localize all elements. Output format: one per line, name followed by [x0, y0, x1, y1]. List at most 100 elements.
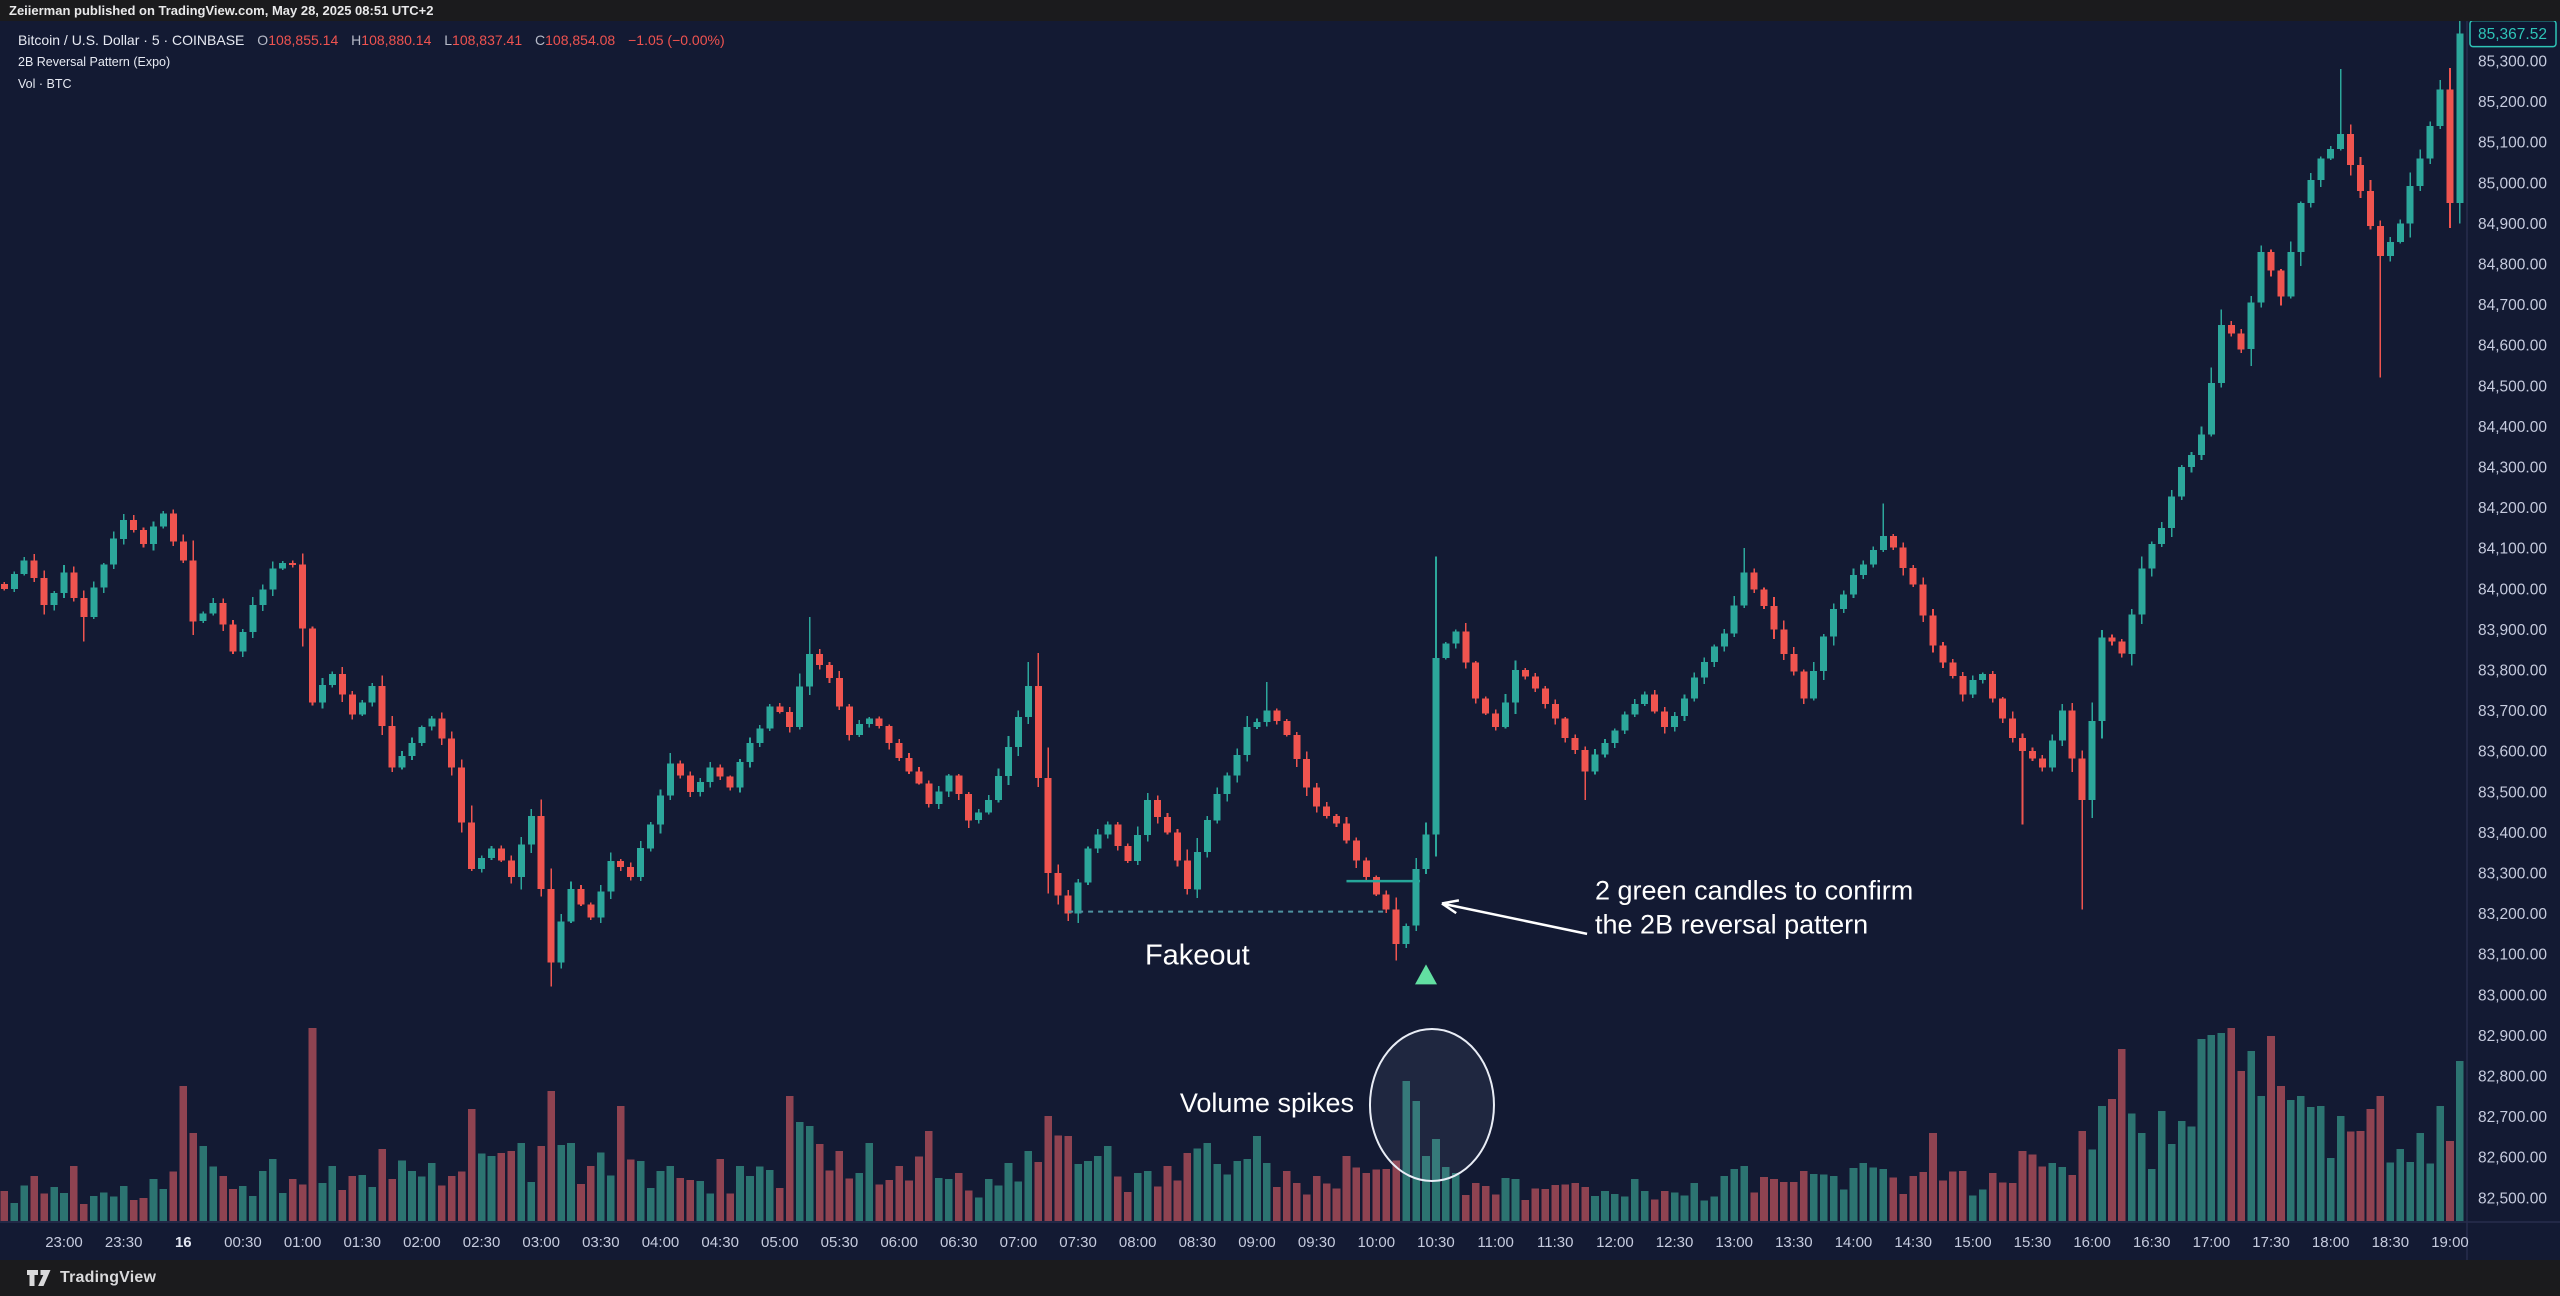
time-tick-label: 23:30	[105, 1234, 143, 1251]
buy-triangle-marker	[1415, 964, 1438, 985]
price-tick-label: 83,200.00	[2478, 906, 2547, 923]
up-candles	[10, 33, 2464, 963]
price-scale[interactable]: 85,300.00 85,200.00 85,100.00 85,000.00 84,9…	[2469, 21, 2557, 1207]
price-tick-label: 83,500.00	[2478, 784, 2547, 801]
volume-study-title: Vol · BTC	[18, 77, 72, 91]
time-tick-label: 14:30	[1894, 1234, 1932, 1251]
price-tick-label: 83,800.00	[2478, 663, 2547, 680]
price-tick-label: 84,400.00	[2478, 419, 2547, 436]
time-tick-label: 01:30	[343, 1234, 381, 1251]
candles-layer	[0, 21, 2464, 987]
price-tick-label: 83,300.00	[2478, 866, 2547, 883]
publish-header: Zeiierman published on TradingView.com, …	[0, 0, 2560, 21]
price-tick-label: 84,800.00	[2478, 257, 2547, 274]
time-tick-label: 07:00	[1000, 1234, 1038, 1251]
footer-bar: TradingView	[0, 1260, 2560, 1296]
chart-background	[0, 21, 2560, 1260]
time-scale[interactable]: 23:00 23:30 16 00:30 01:00 01:30 02:00 02:30 03:…	[45, 1234, 2469, 1251]
time-tick-label: 18:00	[2312, 1234, 2350, 1251]
fakeout-label: Fakeout	[1145, 939, 1250, 971]
price-tick-label: 84,600.00	[2478, 338, 2547, 355]
price-tick-label: 83,100.00	[2478, 947, 2547, 964]
chart-pane[interactable]: 85,300.00 85,200.00 85,100.00 85,000.00 84,9…	[0, 21, 2560, 1260]
high-value: 108,880.14	[361, 32, 432, 48]
price-tick-label: 83,700.00	[2478, 703, 2547, 720]
time-tick-label: 06:30	[940, 1234, 978, 1251]
time-tick-label: 08:00	[1119, 1234, 1157, 1251]
time-tick-label: 16:30	[2133, 1234, 2171, 1251]
time-tick-label: 12:00	[1596, 1234, 1634, 1251]
last-price-tag	[2469, 21, 2557, 48]
confirm-note-line: 2 green candles to confirm	[1595, 875, 1913, 905]
price-tick-label: 82,900.00	[2478, 1028, 2547, 1045]
price-tick-label: 84,700.00	[2478, 297, 2547, 314]
time-tick-label: 12:30	[1656, 1234, 1694, 1251]
price-tick-label: 84,000.00	[2478, 581, 2547, 598]
time-tick-label: 11:30	[1537, 1234, 1573, 1251]
time-tick-label: 19:00	[2431, 1234, 2469, 1251]
close-label: C	[535, 32, 546, 48]
time-tick-label: 23:00	[45, 1234, 83, 1251]
time-tick-label: 14:00	[1835, 1234, 1873, 1251]
time-tick-label: 17:30	[2252, 1234, 2290, 1251]
time-tick-label: 06:00	[880, 1234, 918, 1251]
chart-canvas[interactable]: 85,300.00 85,200.00 85,100.00 85,000.00 84,9…	[0, 21, 2560, 1260]
volume-layer	[0, 1028, 2464, 1221]
legend-study-row: 2B Reversal Pattern (Expo)	[18, 51, 725, 73]
legend-symbol-row: Bitcoin / U.S. Dollar · 5 · COINBASE O10…	[18, 29, 725, 51]
time-tick-label: 03:30	[582, 1234, 620, 1251]
time-tick-label: 13:00	[1715, 1234, 1753, 1251]
time-tick-label: 18:30	[2372, 1234, 2410, 1251]
time-tick-label: 07:30	[1059, 1234, 1097, 1251]
time-tick-label: 16:00	[2073, 1234, 2111, 1251]
down-candles	[0, 89, 2454, 963]
low-label: L	[444, 32, 453, 48]
price-tick-label: 85,100.00	[2478, 135, 2547, 152]
price-tick-label: 83,400.00	[2478, 825, 2547, 842]
price-tick-label: 85,000.00	[2478, 175, 2547, 192]
price-tick-label: 85,300.00	[2478, 54, 2547, 71]
last-price-value: 85,367.52	[2478, 26, 2547, 43]
time-tick-label: 17:00	[2193, 1234, 2231, 1251]
close-value: 108,854.08	[545, 32, 616, 48]
time-tick-label: 10:30	[1417, 1234, 1455, 1251]
publish-header-text: Zeiierman published on TradingView.com, …	[9, 3, 434, 18]
price-tick-label: 85,200.00	[2478, 94, 2547, 111]
legend-volume-row: Vol · BTC	[18, 73, 725, 95]
price-tick-label: 82,600.00	[2478, 1150, 2547, 1167]
confirm-note-line: the 2B reversal pattern	[1595, 909, 1868, 939]
time-tick-label: 09:00	[1238, 1234, 1276, 1251]
time-tick-label: 05:30	[821, 1234, 859, 1251]
open-label: O	[257, 32, 269, 48]
study-title: 2B Reversal Pattern (Expo)	[18, 55, 171, 69]
time-tick-label: 10:00	[1358, 1234, 1396, 1251]
price-tick-label: 84,200.00	[2478, 500, 2547, 517]
chart-legend: Bitcoin / U.S. Dollar · 5 · COINBASE O10…	[18, 29, 725, 95]
time-tick-label: 05:00	[761, 1234, 799, 1251]
time-tick-label: 04:00	[642, 1234, 680, 1251]
time-tick-label: 00:30	[224, 1234, 262, 1251]
price-tick-label: 83,600.00	[2478, 744, 2547, 761]
high-label: H	[351, 32, 362, 48]
time-tick-label: 04:30	[701, 1234, 739, 1251]
symbol-title: Bitcoin / U.S. Dollar · 5 · COINBASE	[18, 32, 245, 48]
annotations-layer: Fakeout 2 green candles to confirm the 2B …	[1145, 875, 1913, 1182]
time-tick-label: 08:30	[1179, 1234, 1217, 1251]
low-value: 108,837.41	[452, 32, 523, 48]
time-tick-label: 11:00	[1477, 1234, 1513, 1251]
time-tick-label: 16	[175, 1234, 192, 1251]
change-value: −1.05 (−0.00%)	[628, 32, 725, 48]
price-tick-label: 83,000.00	[2478, 987, 2547, 1004]
tradingview-logo[interactable]	[26, 1267, 52, 1289]
price-tick-label: 84,300.00	[2478, 460, 2547, 477]
price-tick-label: 84,900.00	[2478, 216, 2547, 233]
time-tick-label: 15:30	[2014, 1234, 2052, 1251]
time-tick-label: 15:00	[1954, 1234, 1992, 1251]
footer-brand: TradingView	[60, 1269, 157, 1286]
open-value: 108,855.14	[268, 32, 339, 48]
time-tick-label: 03:00	[522, 1234, 560, 1251]
price-tick-label: 84,500.00	[2478, 378, 2547, 395]
time-tick-label: 02:00	[403, 1234, 441, 1251]
volume-spikes-label: Volume spikes	[1180, 1088, 1354, 1118]
volume-spikes-circle	[1368, 1028, 1495, 1182]
